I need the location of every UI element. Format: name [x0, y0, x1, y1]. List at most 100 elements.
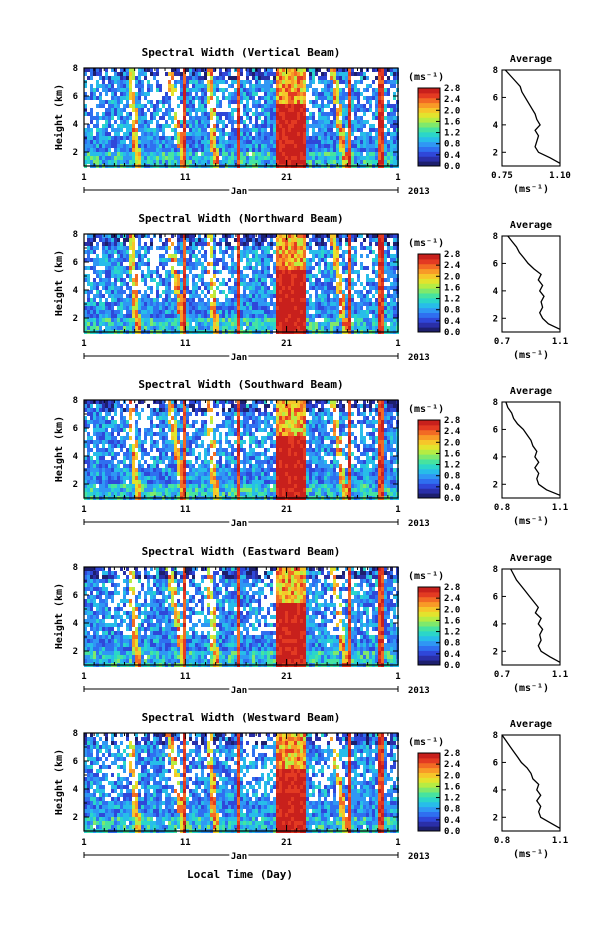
heatmap-cell: [195, 144, 198, 148]
heatmap-cell: [351, 310, 354, 314]
heatmap-cell: [249, 302, 252, 306]
heatmap-cell: [258, 124, 261, 128]
heatmap-cell: [84, 416, 87, 420]
heatmap-cell: [381, 246, 384, 250]
heatmap-cell: [126, 100, 129, 104]
heatmap-cell: [108, 108, 111, 112]
heatmap-cell: [342, 322, 345, 326]
heatmap-cell: [84, 476, 87, 480]
heatmap-cell: [204, 160, 207, 164]
heatmap-cell: [252, 128, 255, 132]
heatmap-cell: [243, 132, 246, 136]
heatmap-cell: [279, 242, 282, 246]
heatmap-cell: [351, 144, 354, 148]
heatmap-cell: [387, 68, 390, 72]
heatmap-cell: [213, 152, 216, 156]
heatmap-cell: [99, 140, 102, 144]
heatmap-cell: [204, 152, 207, 156]
heatmap-cell: [261, 310, 264, 314]
heatmap-cell: [162, 144, 165, 148]
heatmap-cell: [204, 140, 207, 144]
heatmap-cell: [96, 258, 99, 262]
heatmap-cell: [99, 416, 102, 420]
heatmap-cell: [108, 464, 111, 468]
heatmap-cell: [99, 306, 102, 310]
heatmap-cell: [102, 302, 105, 306]
heatmap-cell: [267, 262, 270, 266]
heatmap-cell: [195, 302, 198, 306]
heatmap-cell: [168, 278, 171, 282]
heatmap-cell: [129, 286, 132, 290]
heatmap-cell: [282, 242, 285, 246]
heatmap-cell: [306, 266, 309, 270]
heatmap-cell: [102, 468, 105, 472]
heatmap-cell: [273, 92, 276, 96]
heatmap-cell: [381, 96, 384, 100]
heatmap-cell: [132, 152, 135, 156]
heatmap-cell: [330, 136, 333, 140]
heatmap-cell: [279, 144, 282, 148]
heatmap-cell: [366, 322, 369, 326]
heatmap-cell: [372, 282, 375, 286]
heatmap-cell: [369, 298, 372, 302]
heatmap-cell: [150, 326, 153, 330]
heatmap-cell: [294, 286, 297, 290]
heatmap-cell: [129, 72, 132, 76]
heatmap-cell: [372, 294, 375, 298]
heatmap-cell: [273, 96, 276, 100]
heatmap-cell: [96, 160, 99, 164]
heatmap-cell: [228, 290, 231, 294]
heatmap-cell: [237, 306, 240, 310]
heatmap-cell: [174, 80, 177, 84]
heatmap-cell: [327, 274, 330, 278]
heatmap-cell: [282, 286, 285, 290]
heatmap-cell: [228, 326, 231, 330]
heatmap-cell: [282, 136, 285, 140]
heatmap-cell: [258, 152, 261, 156]
heatmap-cell: [378, 72, 381, 76]
heatmap-cell: [321, 72, 324, 76]
heatmap-cell: [159, 148, 162, 152]
heatmap-cell: [294, 238, 297, 242]
heatmap-cell: [87, 424, 90, 428]
heatmap-cell: [246, 302, 249, 306]
heatmap-cell: [165, 322, 168, 326]
heatmap-cell: [381, 294, 384, 298]
heatmap-cell: [123, 468, 126, 472]
heatmap-cell: [111, 104, 114, 108]
heatmap-cell: [342, 326, 345, 330]
heatmap-cell: [228, 148, 231, 152]
heatmap-cell: [321, 314, 324, 318]
heatmap-cell: [276, 100, 279, 104]
heatmap-cell: [303, 116, 306, 120]
heatmap-cell: [300, 238, 303, 242]
heatmap-cell: [294, 290, 297, 294]
heatmap-cell: [99, 262, 102, 266]
heatmap-cell: [180, 84, 183, 88]
heatmap-cell: [105, 234, 108, 238]
heatmap-cell: [150, 278, 153, 282]
heatmap-cell: [129, 258, 132, 262]
heatmap-cell: [87, 124, 90, 128]
heatmap-cell: [321, 156, 324, 160]
heatmap-cell: [219, 160, 222, 164]
heatmap-cell: [204, 104, 207, 108]
heatmap-cell: [336, 76, 339, 80]
heatmap-cell: [96, 286, 99, 290]
heatmap-cell: [192, 116, 195, 120]
heatmap-cell: [336, 246, 339, 250]
heatmap-cell: [276, 262, 279, 266]
heatmap-cell: [315, 286, 318, 290]
heatmap-cell: [213, 254, 216, 258]
heatmap-cell: [348, 278, 351, 282]
heatmap-cell: [111, 310, 114, 314]
heatmap-cell: [333, 310, 336, 314]
heatmap-cell: [312, 266, 315, 270]
heatmap-cell: [222, 278, 225, 282]
heatmap-cell: [231, 120, 234, 124]
heatmap-cell: [138, 68, 141, 72]
heatmap-cell: [330, 108, 333, 112]
heatmap-cell: [348, 290, 351, 294]
heatmap-cell: [96, 302, 99, 306]
